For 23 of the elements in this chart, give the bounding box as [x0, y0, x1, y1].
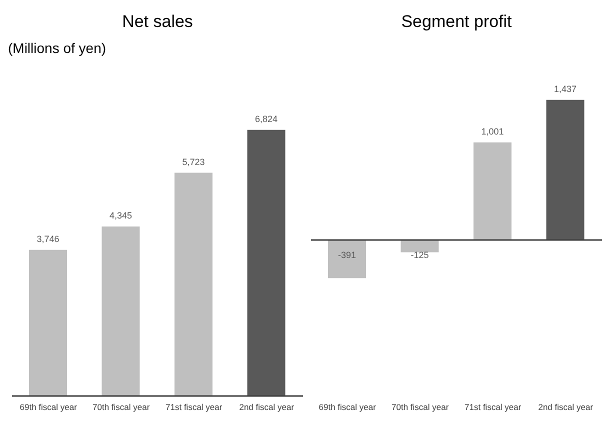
x-tick-label: 70th fiscal year	[392, 402, 449, 412]
data-label: -125	[410, 250, 429, 260]
x-tick-label: 71st fiscal year	[166, 402, 222, 412]
data-label: -391	[338, 250, 356, 260]
bar	[29, 250, 67, 396]
x-tick-label: 69th fiscal year	[318, 402, 376, 412]
data-label: 5,723	[182, 156, 205, 167]
data-label: 1,437	[554, 84, 577, 94]
chart-subtitle: (Millions of yen)	[8, 39, 108, 58]
data-label: 1,001	[481, 126, 504, 136]
bar	[102, 226, 140, 396]
data-label: 4,345	[109, 210, 132, 221]
data-label: 3,746	[36, 234, 60, 244]
x-tick-label: 2nd fiscal year	[538, 402, 594, 412]
x-tick-label: 70th fiscal year	[92, 402, 150, 412]
x-tick-label: 2nd fiscal year	[239, 402, 294, 412]
data-label: 6,824	[254, 114, 278, 124]
chart-title: Net sales	[121, 11, 194, 33]
bar	[247, 130, 286, 396]
x-tick-label: 71st fiscal year	[464, 402, 522, 412]
bar	[174, 172, 212, 396]
chart-title: Segment profit	[400, 11, 513, 33]
x-tick-label: 69th fiscal year	[20, 402, 78, 412]
